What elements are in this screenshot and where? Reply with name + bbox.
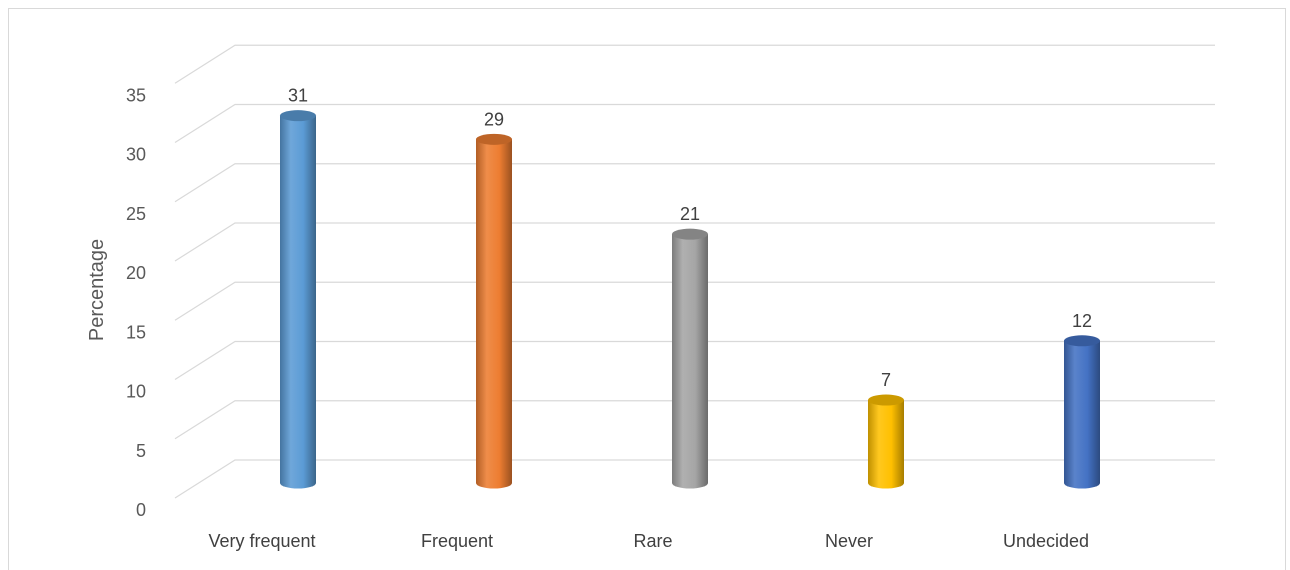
grid-lines [174,44,1215,499]
bar [1064,335,1100,489]
gridline [174,163,1215,203]
category-label: Rare [633,531,672,551]
data-labels: 31 29 21 7 12 [288,86,1092,390]
data-label: 21 [680,204,700,224]
category-label: Very frequent [208,531,315,551]
gridline [174,340,1215,381]
data-label: 12 [1072,311,1092,331]
category-label: Frequent [421,531,493,551]
y-tick-label: 20 [126,263,146,283]
y-axis-ticks: 0 5 10 15 20 25 30 35 [126,85,146,520]
y-tick-label: 35 [126,85,146,105]
x-axis-categories: Very frequent Frequent Rare Never Undecided [208,531,1089,551]
gridline [174,44,1215,84]
category-label: Undecided [1003,531,1089,551]
chart-frame [8,8,1286,570]
y-tick-label: 15 [126,322,146,342]
y-tick-label: 30 [126,145,146,165]
bar [868,394,904,489]
bar [280,110,316,489]
y-tick-label: 10 [126,382,146,402]
gridline [174,222,1215,262]
data-label: 31 [288,86,308,106]
bar [672,228,708,489]
category-label: Never [825,531,873,551]
y-tick-label: 25 [126,204,146,224]
data-label: 29 [484,109,504,129]
gridline [174,281,1215,321]
y-tick-label: 0 [136,500,146,520]
y-tick-label: 5 [136,441,146,461]
bar [476,133,512,489]
data-label: 7 [881,370,891,390]
bars [280,110,1100,489]
gridline [174,103,1215,144]
y-axis-title: Percentage [86,239,108,341]
